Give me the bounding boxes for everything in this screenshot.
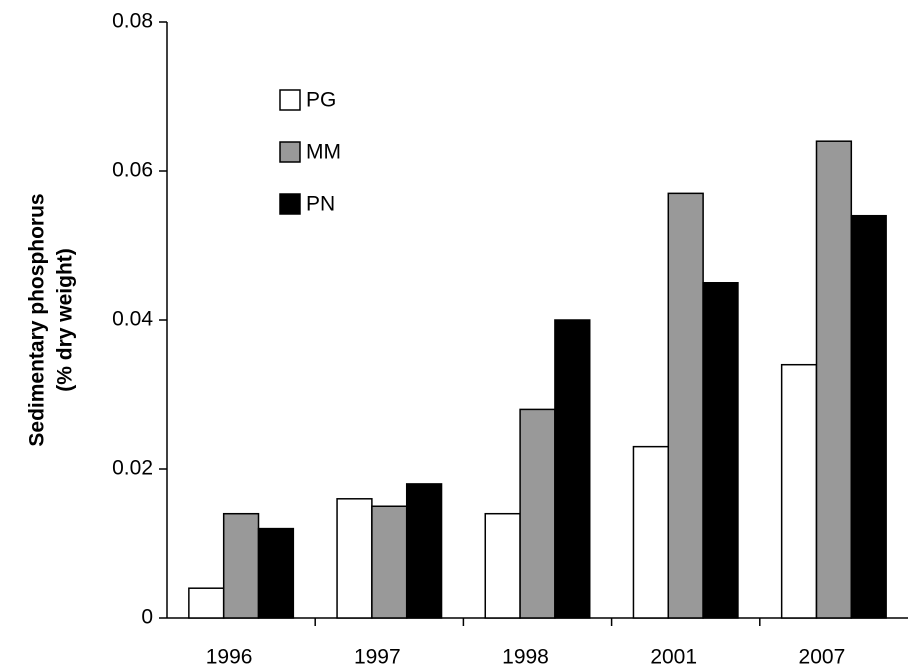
y-tick-label: 0.04: [112, 308, 153, 331]
legend-swatch: [279, 89, 301, 111]
legend-label: PN: [306, 193, 335, 216]
legend-swatch: [279, 141, 301, 163]
y-tick-label: 0.08: [112, 10, 153, 33]
x-tick-label: 1997: [354, 646, 401, 667]
x-tick-label: 2001: [650, 646, 697, 667]
y-tick-label: 0.02: [112, 457, 153, 480]
bar: [850, 214, 887, 619]
bar: [257, 527, 295, 619]
bar: [188, 587, 225, 619]
bar: [815, 140, 853, 619]
x-tick-label: 1996: [206, 646, 253, 667]
bar: [632, 445, 670, 619]
bar: [336, 498, 373, 619]
bar: [519, 408, 556, 619]
bar: [405, 483, 443, 619]
bar: [780, 363, 818, 619]
y-axis-label: Sedimentary phosphorus: [26, 193, 49, 446]
legend-label: PG: [306, 89, 336, 112]
x-tick-label: 1998: [502, 646, 549, 667]
bar: [222, 512, 260, 619]
y-tick-label: 0.06: [112, 159, 153, 182]
bar: [554, 319, 591, 619]
y-axis-label: (% dry weight): [54, 248, 77, 392]
y-tick-label: 0: [141, 606, 153, 629]
legend-label: MM: [306, 141, 341, 164]
bar: [371, 505, 408, 619]
x-tick-label: 2007: [799, 646, 846, 667]
bar: [702, 282, 739, 619]
bar: [484, 512, 521, 619]
legend-swatch: [279, 193, 301, 215]
bar: [667, 192, 704, 619]
